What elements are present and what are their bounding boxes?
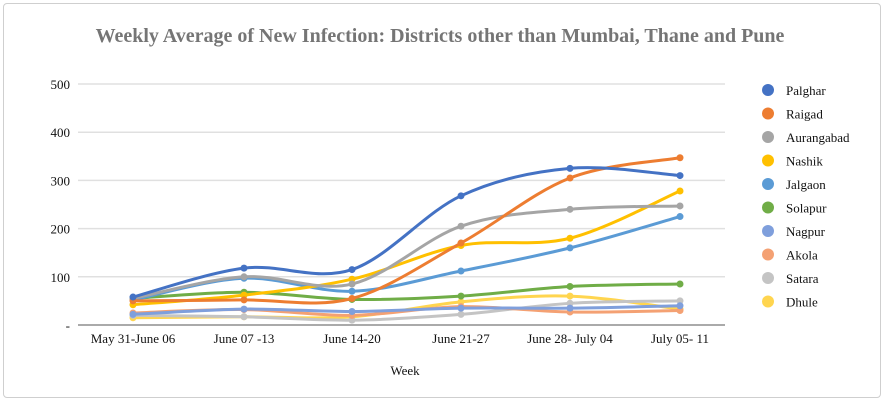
series-line [132, 189, 681, 307]
x-tick-label: June 21-27 [432, 331, 490, 346]
data-point [348, 294, 356, 302]
data-point [348, 275, 356, 283]
legend-label: Aurangabad [786, 130, 850, 145]
y-tick-label: 100 [51, 270, 71, 285]
data-point [676, 213, 684, 221]
legend-item: Akola [762, 248, 818, 263]
y-tick-label: 300 [51, 173, 71, 188]
legend-label: Dhule [786, 295, 818, 310]
series-line [132, 156, 681, 305]
legend-marker [762, 131, 774, 143]
data-point [348, 287, 356, 295]
series-palghar [129, 164, 684, 301]
data-point [676, 280, 684, 288]
data-point [457, 298, 465, 306]
series-line [132, 299, 681, 322]
legend-label: Nashik [786, 154, 823, 169]
legend-label: Palghar [786, 83, 826, 98]
series-line [132, 282, 681, 302]
data-point [240, 296, 248, 304]
legend-marker [762, 84, 774, 96]
x-tick-label: July 05- 11 [651, 331, 709, 346]
legend-marker [762, 201, 774, 214]
data-point [457, 310, 465, 318]
data-point [566, 234, 574, 242]
legend-item: Dhule [762, 295, 818, 310]
legend-item: Satara [762, 271, 819, 286]
data-point [566, 205, 574, 213]
data-point [676, 297, 684, 305]
data-point [566, 282, 574, 290]
data-point [676, 202, 684, 210]
data-point [457, 192, 465, 200]
chart-frame [3, 3, 881, 398]
legend-label: Satara [786, 271, 819, 286]
series-nagpur [129, 302, 684, 318]
data-point [457, 304, 465, 312]
data-point [676, 187, 684, 195]
data-point [566, 299, 574, 307]
data-point [566, 292, 574, 300]
series-line [132, 304, 681, 316]
legend-marker [762, 225, 774, 237]
y-tick-label: 500 [51, 77, 71, 92]
legend-item: Solapur [762, 201, 827, 216]
data-point [129, 310, 137, 318]
data-point [676, 172, 684, 180]
data-point [566, 244, 574, 252]
data-point [676, 154, 684, 162]
x-axis-label: Week [390, 363, 420, 378]
legend-item: Jalgaon [762, 177, 826, 192]
legend-item: Aurangabad [762, 130, 850, 145]
data-point [348, 308, 356, 316]
data-point [240, 264, 248, 272]
legend-item: Raigad [762, 107, 823, 122]
data-point [348, 280, 356, 288]
legend-label: Raigad [786, 107, 823, 122]
x-tick-label: June 07 -13 [214, 331, 275, 346]
series-aurangabad [129, 202, 684, 302]
legend-marker [762, 178, 774, 190]
data-point [457, 222, 465, 230]
legend-marker [762, 272, 774, 284]
series-line [132, 166, 681, 299]
data-point [457, 239, 465, 247]
data-point [240, 305, 248, 313]
data-point [566, 304, 574, 312]
series-raigad [129, 154, 684, 305]
legend-label: Solapur [786, 201, 827, 216]
data-point [240, 291, 248, 299]
legend-marker [762, 248, 774, 261]
y-tick-label: 200 [51, 222, 71, 237]
legend-label: Nagpur [786, 224, 826, 239]
data-point [457, 267, 465, 275]
data-point [129, 293, 137, 301]
series-line [132, 204, 681, 300]
data-point [348, 316, 356, 324]
legend-item: Palghar [762, 83, 826, 98]
data-point [240, 273, 248, 281]
chart-title: Weekly Average of New Infection: Distric… [96, 25, 785, 47]
data-point [348, 266, 356, 274]
legend-marker [762, 107, 774, 120]
y-tick-label: 400 [51, 125, 71, 140]
legend-marker [762, 154, 774, 167]
x-tick-label: June 28- July 04 [527, 331, 613, 346]
data-point [566, 164, 574, 172]
y-tick-label: - [66, 318, 70, 333]
data-point [240, 313, 248, 321]
legend-marker [762, 295, 774, 308]
data-point [676, 307, 684, 315]
data-point [566, 174, 574, 182]
legend-label: Jalgaon [786, 177, 826, 192]
data-point [676, 302, 684, 310]
legend-item: Nashik [762, 154, 823, 169]
legend-label: Akola [786, 248, 818, 263]
x-tick-label: May 31-June 06 [91, 331, 176, 346]
legend-item: Nagpur [762, 224, 826, 239]
series-nashik [129, 187, 684, 309]
data-point [457, 292, 465, 300]
x-tick-label: June 14-20 [323, 331, 380, 346]
